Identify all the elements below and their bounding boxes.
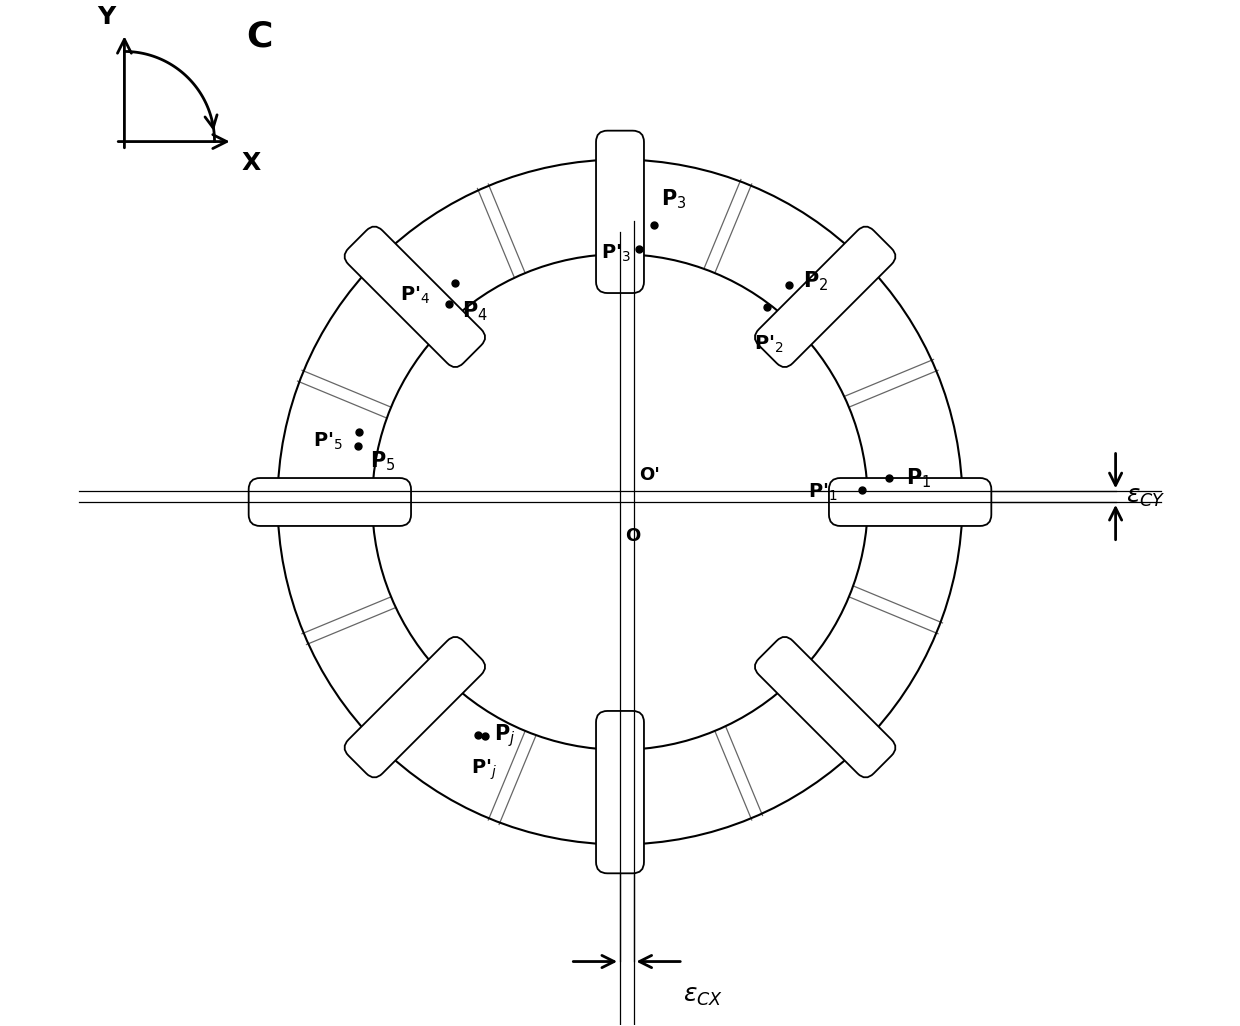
Text: P$_3$: P$_3$ — [661, 188, 687, 211]
FancyBboxPatch shape — [755, 227, 895, 367]
FancyBboxPatch shape — [596, 711, 644, 873]
FancyBboxPatch shape — [345, 227, 485, 367]
FancyBboxPatch shape — [755, 637, 895, 778]
FancyBboxPatch shape — [249, 478, 410, 526]
Text: P$_j$: P$_j$ — [494, 722, 516, 750]
Text: P'$_4$: P'$_4$ — [399, 284, 430, 306]
Text: P'$_1$: P'$_1$ — [808, 481, 838, 503]
Text: P$_5$: P$_5$ — [370, 449, 396, 473]
FancyBboxPatch shape — [830, 478, 991, 526]
Text: P'$_5$: P'$_5$ — [314, 431, 343, 452]
Text: P$_1$: P$_1$ — [905, 467, 931, 490]
Text: P$_4$: P$_4$ — [461, 300, 487, 323]
Text: O: O — [625, 527, 641, 545]
Text: P$_2$: P$_2$ — [802, 269, 828, 292]
Text: $\varepsilon_{CY}$: $\varepsilon_{CY}$ — [1126, 484, 1166, 509]
Text: P'$_3$: P'$_3$ — [601, 243, 631, 264]
Text: $\varepsilon_{CX}$: $\varepsilon_{CX}$ — [683, 984, 723, 1009]
FancyBboxPatch shape — [596, 130, 644, 293]
Text: C: C — [246, 19, 273, 54]
Text: P'$_2$: P'$_2$ — [754, 334, 784, 355]
Text: O': O' — [639, 466, 660, 484]
Text: X: X — [242, 152, 260, 175]
Text: Y: Y — [98, 5, 115, 30]
Text: P'$_j$: P'$_j$ — [471, 757, 497, 782]
FancyBboxPatch shape — [345, 637, 485, 778]
